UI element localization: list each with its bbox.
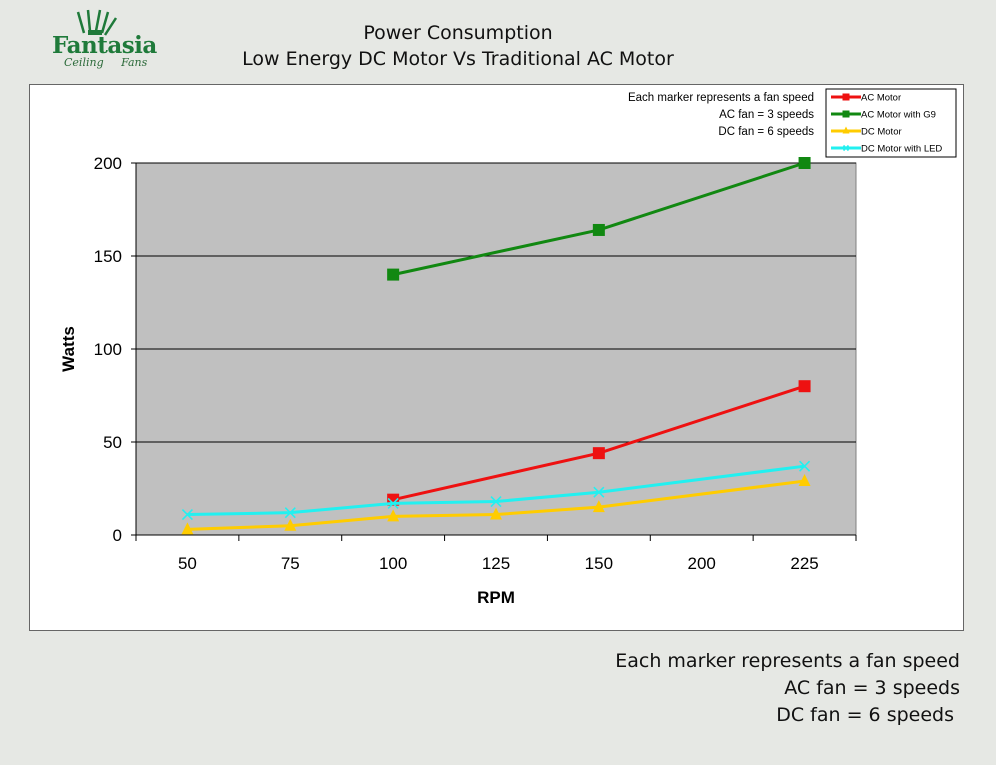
- x-tick-label: 75: [281, 554, 300, 573]
- data-point: [593, 486, 605, 498]
- series-ac-motor-with-g9: [387, 157, 811, 281]
- logo-wordmark: Fantasia: [52, 32, 157, 59]
- data-point: [284, 518, 297, 531]
- y-tick-label: 50: [103, 433, 122, 452]
- data-point: [490, 507, 502, 520]
- chart-note-line: Each marker represents a fan speed: [628, 92, 814, 104]
- x-tick-label: 125: [482, 554, 510, 573]
- series-line: [187, 479, 805, 531]
- x-tick-label: 50: [178, 554, 197, 573]
- x-axis-label: RPM: [477, 588, 515, 607]
- legend-marker: [842, 126, 850, 134]
- legend-label: AC Motor: [861, 93, 901, 104]
- legend-marker: [842, 93, 850, 101]
- data-point: [490, 495, 502, 508]
- data-point: [592, 223, 605, 236]
- data-point: [284, 507, 296, 519]
- x-tick-label: 100: [379, 554, 407, 573]
- series-dc-motor: [181, 474, 811, 535]
- legend: AC Motor AC Motor with G9 DC Motor DC Motor…: [825, 88, 957, 158]
- data-point: [181, 522, 194, 535]
- y-tick-label: 0: [113, 526, 122, 545]
- fan-blades-icon: [76, 9, 118, 36]
- chart-note-line: DC fan = 6 speeds: [718, 126, 814, 138]
- chart-note-line: AC fan = 3 speeds: [719, 109, 814, 121]
- data-point: [592, 500, 605, 513]
- legend-label: DC Motor: [861, 127, 902, 138]
- note-line-2: AC fan = 3 speeds: [784, 677, 960, 699]
- data-point: [798, 380, 811, 393]
- x-tick-label: 150: [585, 554, 613, 573]
- data-point: [387, 268, 400, 281]
- data-point: [181, 508, 193, 521]
- data-point: [387, 497, 399, 509]
- x-tick-label: 200: [688, 554, 716, 573]
- data-point: [799, 460, 811, 472]
- note-line-3: DC fan = 6 speeds: [776, 704, 954, 726]
- data-point: [387, 509, 400, 522]
- fantasia-logo: Fantasia Ceiling Fans: [44, 6, 168, 76]
- y-axis-label: Watts: [59, 326, 78, 372]
- y-tick-label: 200: [94, 154, 122, 173]
- series-dc-motor-with-led: [181, 460, 811, 521]
- data-point: [798, 157, 811, 169]
- legend-label: AC Motor with G9: [861, 110, 936, 121]
- legend-marker: [842, 110, 850, 118]
- x-tick-label: 225: [790, 554, 818, 573]
- note-line-1: Each marker represents a fan speed: [615, 650, 960, 672]
- legend-label: DC Motor with LED: [861, 144, 942, 155]
- y-tick-label: 150: [94, 247, 122, 266]
- chart-area: 0 50 100 150 200 50 75 100 125 150 200 225 RPM Watts A…: [29, 84, 964, 631]
- chart-title: Power Consumption: [363, 22, 553, 44]
- data-point: [592, 447, 605, 460]
- data-point: [798, 474, 811, 487]
- logo-tagline: Ceiling Fans: [64, 56, 148, 69]
- series-line: [187, 464, 805, 517]
- series-ac-motor: [387, 380, 811, 506]
- power-line-chart: 0 50 100 150 200 50 75 100 125 150 200 225 RPM Watts A…: [59, 88, 957, 607]
- chart-subtitle: Low Energy DC Motor Vs Traditional AC Mo…: [242, 48, 674, 70]
- y-tick-label: 100: [94, 340, 122, 359]
- chart-notes: Each marker represents a fan speed AC fa…: [615, 648, 960, 729]
- legend-marker: [842, 144, 850, 152]
